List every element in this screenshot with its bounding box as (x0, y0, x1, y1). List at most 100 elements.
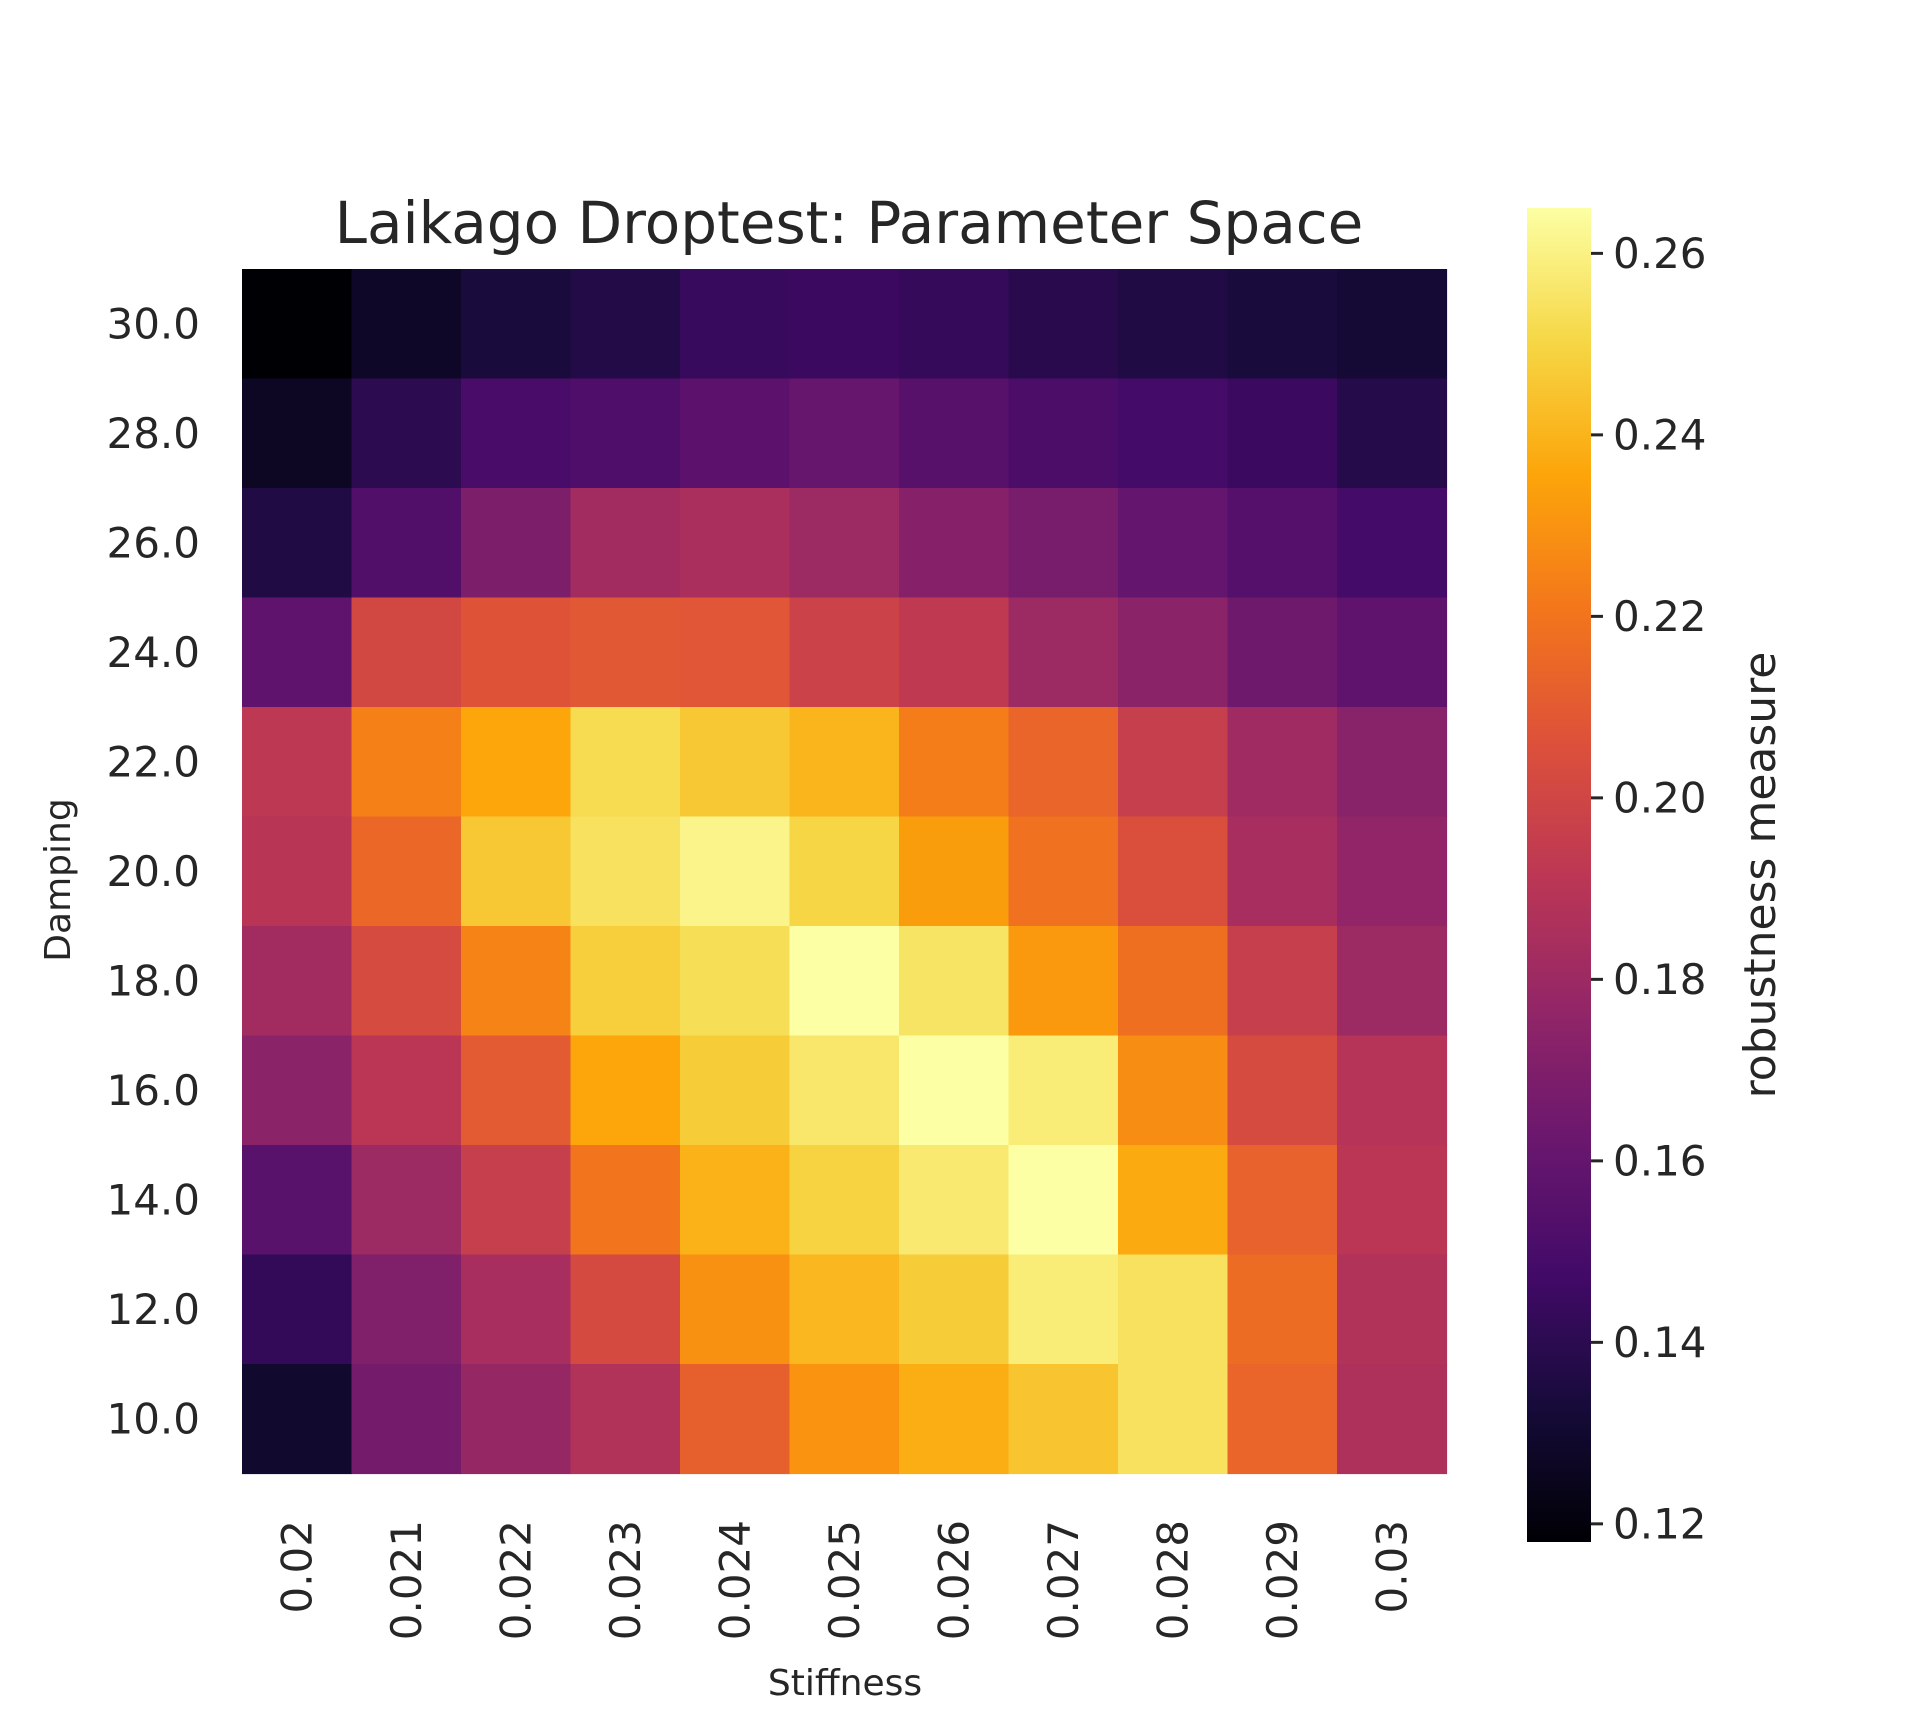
x-axis-label: Stiffness (768, 1663, 922, 1704)
x-tick-label: 0.022 (491, 1520, 540, 1640)
heatmap-cell (461, 1035, 572, 1146)
heatmap-cell (899, 707, 1010, 818)
heatmap-cell (789, 597, 900, 708)
heatmap-cell (680, 1145, 791, 1256)
x-tick-label: 0.025 (820, 1520, 869, 1640)
heatmap-cell (242, 1254, 353, 1365)
heatmap-cell (461, 488, 572, 599)
heatmap-cell (242, 378, 353, 489)
heatmap-cell (1008, 1145, 1119, 1256)
heatmap-cell (680, 269, 791, 380)
heatmap-cell (1337, 707, 1448, 818)
heatmap-cells (242, 269, 1448, 1475)
y-tick-label: 14.0 (106, 1175, 200, 1224)
heatmap-cell (789, 488, 900, 599)
heatmap-cell (899, 1145, 1010, 1256)
heatmap-cell (242, 1145, 353, 1256)
heatmap-cell (351, 269, 462, 380)
colorbar-label: robustness measure (1735, 652, 1786, 1099)
heatmap-cell (680, 1254, 791, 1365)
colorbar (1527, 208, 1591, 1542)
heatmap-cell (461, 816, 572, 927)
heatmap-cell (351, 707, 462, 818)
heatmap-cell (789, 378, 900, 489)
y-tick-label: 18.0 (106, 956, 200, 1005)
heatmap-cell (242, 488, 353, 599)
heatmap-cell (1227, 488, 1338, 599)
x-tick-label: 0.029 (1258, 1520, 1307, 1640)
heatmap-cell (1227, 1254, 1338, 1365)
heatmap-cell (1337, 269, 1448, 380)
heatmap-cell (570, 488, 681, 599)
heatmap-cell (899, 269, 1010, 380)
heatmap-cell (1337, 597, 1448, 708)
colorbar-tick-label: 0.24 (1613, 410, 1707, 459)
y-tick-label: 30.0 (106, 299, 200, 348)
heatmap-cell (351, 378, 462, 489)
heatmap-cell (351, 926, 462, 1037)
heatmap-cell (899, 378, 1010, 489)
heatmap-cell (242, 269, 353, 380)
heatmap-cell (899, 926, 1010, 1037)
heatmap-cell (570, 926, 681, 1037)
heatmap-cell (1227, 1035, 1338, 1146)
heatmap-cell (789, 1035, 900, 1146)
heatmap-cell (1118, 1035, 1229, 1146)
heatmap-cell (351, 1035, 462, 1146)
heatmap-cell (570, 1145, 681, 1256)
heatmap-cell (242, 1364, 353, 1475)
heatmap-cell (1227, 378, 1338, 489)
chart-title: Laikago Droptest: Parameter Space (335, 189, 1364, 257)
y-tick-label: 22.0 (106, 737, 200, 786)
colorbar-ticks: 0.12 0.14 0.16 0.18 0.20 0.22 0.24 0.26 (1591, 229, 1707, 1548)
x-tick-label: 0.023 (601, 1520, 650, 1640)
heatmap-cell (1118, 597, 1229, 708)
heatmap-cell (242, 926, 353, 1037)
colorbar-tick-label: 0.26 (1613, 229, 1707, 278)
heatmap-cell (461, 926, 572, 1037)
heatmap-cell (351, 1145, 462, 1256)
heatmap-cell (570, 597, 681, 708)
heatmap-cell (899, 488, 1010, 599)
heatmap-cell (1008, 1364, 1119, 1475)
heatmap-cell (1008, 378, 1119, 489)
y-axis-label: Damping (38, 798, 79, 961)
y-tick-label: 24.0 (106, 628, 200, 677)
heatmap-cell (351, 488, 462, 599)
y-axis-ticks: 30.0 28.0 26.0 24.0 22.0 20.0 18.0 16.0 14.0 12.0… (106, 299, 200, 1443)
heatmap-cell (1008, 1254, 1119, 1365)
heatmap-cell (680, 1364, 791, 1475)
heatmap-cell (1337, 926, 1448, 1037)
heatmap-cell (1118, 1145, 1229, 1256)
heatmap-cell (1227, 926, 1338, 1037)
heatmap-cell (1008, 488, 1119, 599)
colorbar-tick-label: 0.16 (1613, 1136, 1707, 1185)
y-tick-label: 16.0 (106, 1066, 200, 1115)
x-tick-label: 0.024 (710, 1520, 759, 1640)
heatmap-cell (461, 1254, 572, 1365)
heatmap-cell (1337, 488, 1448, 599)
heatmap-cell (461, 1145, 572, 1256)
heatmap-cell (1118, 269, 1229, 380)
heatmap-cell (351, 816, 462, 927)
colorbar-tick-label: 0.20 (1613, 773, 1707, 822)
heatmap-cell (351, 1364, 462, 1475)
heatmap-cell (461, 597, 572, 708)
heatmap-cell (351, 1254, 462, 1365)
x-tick-label: 0.02 (272, 1520, 321, 1614)
y-tick-label: 12.0 (106, 1285, 200, 1334)
heatmap-cell (1227, 1364, 1338, 1475)
heatmap-cell (680, 488, 791, 599)
heatmap-cell (1118, 378, 1229, 489)
heatmap-cell (1337, 1254, 1448, 1365)
heatmap-cell (1337, 1145, 1448, 1256)
heatmap-cell (351, 597, 462, 708)
heatmap-cell (789, 1254, 900, 1365)
heatmap-cell (1337, 378, 1448, 489)
heatmap-cell (789, 926, 900, 1037)
heatmap-cell (570, 707, 681, 818)
heatmap-cell (899, 597, 1010, 708)
heatmap-cell (242, 1035, 353, 1146)
heatmap-cell (899, 1254, 1010, 1365)
